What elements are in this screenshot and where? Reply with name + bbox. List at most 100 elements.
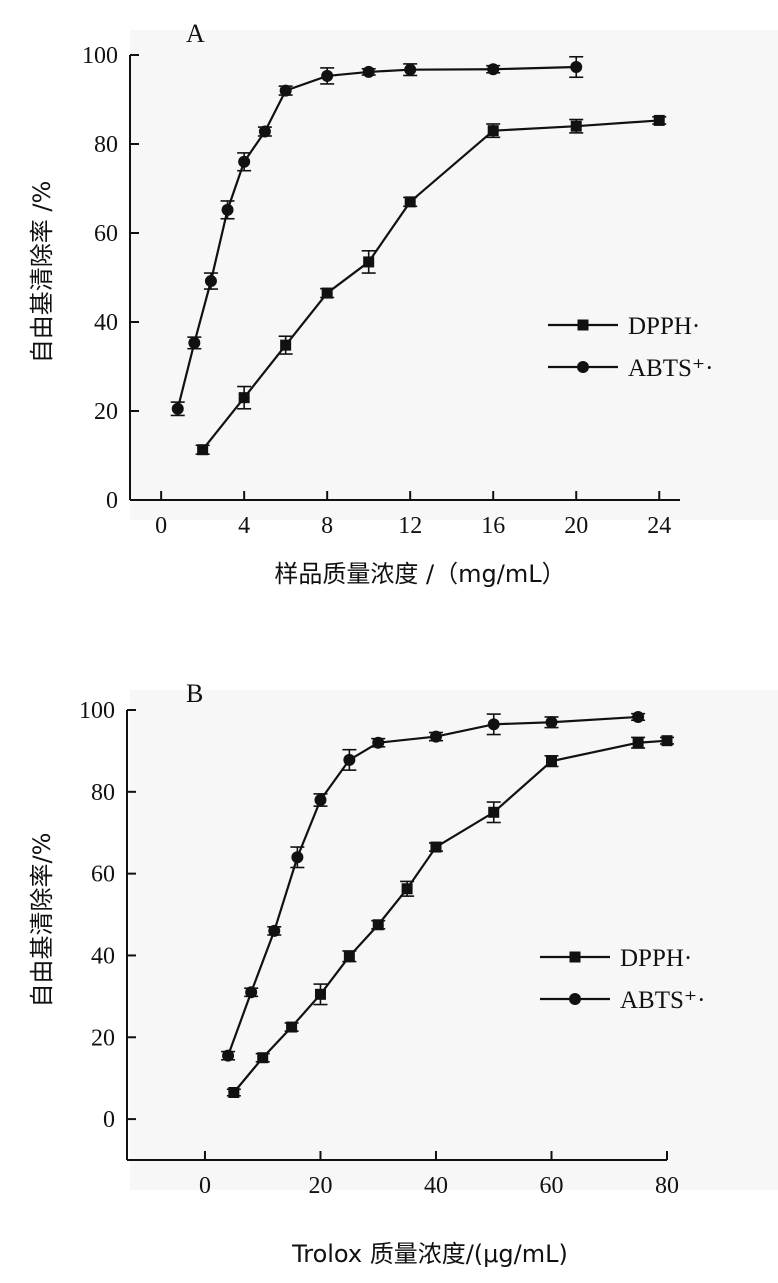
panel-b-y-tick-label: 80	[91, 780, 115, 806]
panel-a-x-axis-title: 样品质量浓度 /（mg/mL）	[274, 560, 565, 588]
panel-a-legend-marker	[577, 361, 589, 373]
panel-b-series-abts	[221, 710, 646, 1062]
panel-a-y-tick-label: 60	[94, 221, 118, 247]
panel-a-legend-label: ABTS⁺·	[628, 355, 713, 382]
panel-b-series-dpph	[226, 735, 674, 1098]
panel-a-y-tick-label: 20	[94, 399, 118, 425]
panel-a-x-tick-label: 24	[647, 513, 671, 539]
panel-b-data-point	[314, 794, 327, 806]
panel-b-data-point	[487, 718, 500, 731]
panel-b-legend-label: ABTS⁺·	[620, 987, 705, 1014]
panel-a-axes: 0 4 8 12 16 20 24 0 20 40 60 80 100	[82, 43, 680, 539]
panel-b-data-point	[429, 730, 442, 743]
panel-b-data-point	[401, 883, 413, 895]
panel-a-data-point	[280, 339, 292, 351]
panel-b-legend-item: ABTS⁺·	[540, 987, 705, 1014]
panel-a-legend: DPPH· ABTS⁺·	[548, 313, 713, 382]
panel-a-background	[130, 30, 778, 520]
panel-a-y-tick-label: 0	[106, 488, 118, 514]
panel-b-data-point	[343, 753, 356, 766]
panel-a-data-point	[321, 287, 333, 299]
panel-a-y-tick-label: 40	[94, 310, 118, 336]
panel-a-label: A	[186, 19, 205, 48]
panel-a-data-point	[321, 69, 334, 82]
panel-a: A 0 4 8 12 16 20 24 0 20 40 60 80 100 样品质量浓度 /（mg/mL…	[28, 19, 713, 588]
panel-b-legend-marker	[569, 993, 581, 1005]
panel-a-x-tick-label: 12	[398, 513, 422, 539]
panel-a-x-tick-label: 20	[564, 513, 588, 539]
panel-b-data-point	[245, 986, 258, 999]
panel-a-data-point	[362, 65, 375, 78]
panel-b-data-point	[545, 716, 558, 729]
panel-a-y-axis-title: 自由基清除率 /%	[28, 181, 56, 364]
panel-b: B 0 20 40 60 80 0 20 40 60 80 100 Trolox 质量浓度/(μg/…	[28, 679, 705, 1268]
panel-b-data-point	[291, 851, 304, 864]
panel-b-data-point	[488, 806, 500, 818]
panel-b-x-axis-title: Trolox 质量浓度/(μg/mL)	[291, 1240, 568, 1268]
panel-b-data-point	[661, 735, 673, 747]
panel-b-data-point	[286, 1021, 298, 1033]
panel-a-data-point	[487, 125, 499, 137]
panel-b-x-tick-label: 40	[424, 1173, 448, 1199]
panel-b-data-point	[228, 1087, 240, 1098]
panel-b-axes: 0 20 40 60 80 0 20 40 60 80 100	[79, 698, 679, 1199]
panel-a-data-point	[570, 120, 582, 132]
panel-a-data-point	[570, 61, 583, 74]
panel-b-data-point	[343, 950, 355, 962]
panel-a-series-abts	[170, 55, 584, 417]
panel-a-series	[170, 55, 667, 456]
panel-b-legend: DPPH· ABTS⁺·	[540, 945, 705, 1014]
panel-b-legend-item: DPPH·	[540, 945, 692, 972]
panel-b-y-axis-title: 自由基清除率/%	[28, 833, 56, 1008]
panel-a-x-tick-label: 0	[155, 513, 167, 539]
panel-a-y-tick-label: 100	[82, 43, 118, 69]
panel-b-data-point	[632, 710, 645, 723]
panel-a-x-tick-label: 16	[481, 513, 505, 539]
panel-a-data-point	[279, 84, 292, 97]
panel-b-x-tick-label: 0	[199, 1173, 211, 1199]
panel-a-data-point	[188, 336, 201, 349]
panel-b-data-point	[430, 841, 442, 853]
panel-a-data-point	[363, 256, 375, 268]
panel-b-y-tick-label: 60	[91, 862, 115, 888]
panel-b-x-tick-label: 20	[308, 1173, 332, 1199]
panel-b-data-point	[257, 1052, 269, 1064]
panel-b-data-point	[372, 736, 385, 749]
panel-b-legend-label: DPPH·	[620, 945, 692, 972]
panel-a-data-point	[238, 392, 250, 404]
panel-a-data-point	[487, 63, 500, 76]
panel-b-y-tick-label: 40	[91, 943, 115, 969]
panel-b-label: B	[186, 679, 203, 708]
panel-a-data-point	[204, 275, 217, 288]
panel-a-x-tick-label: 8	[321, 513, 333, 539]
panel-a-data-point	[171, 402, 184, 415]
panel-b-data-point	[372, 919, 384, 931]
panel-a-y-tick-label: 80	[94, 132, 118, 158]
panel-b-y-tick-label: 0	[103, 1107, 115, 1133]
panel-a-legend-item: DPPH·	[548, 313, 700, 340]
panel-a-legend-marker	[577, 319, 589, 331]
panel-a-data-point	[221, 203, 234, 216]
panel-b-data-point	[222, 1049, 235, 1062]
panel-a-data-point	[404, 196, 416, 208]
panel-b-data-point	[314, 988, 326, 1000]
panel-b-background	[130, 690, 778, 1190]
panel-a-series-line	[176, 65, 577, 410]
panel-a-legend-label: DPPH·	[628, 313, 700, 340]
panel-b-x-tick-label: 60	[539, 1173, 563, 1199]
panel-b-data-point	[632, 737, 644, 749]
panel-a-legend-item: ABTS⁺·	[548, 355, 713, 382]
panel-a-series-dpph	[195, 114, 667, 456]
panel-b-data-point	[545, 755, 557, 767]
panel-b-y-tick-label: 20	[91, 1025, 115, 1051]
panel-a-x-tick-label: 4	[238, 513, 250, 539]
panel-a-data-point	[238, 155, 251, 168]
panel-a-data-point	[404, 63, 417, 76]
panel-b-legend-marker	[569, 951, 581, 963]
panel-a-data-point	[653, 114, 665, 126]
panel-b-data-point	[268, 924, 281, 937]
panel-a-data-point	[258, 125, 271, 138]
panel-b-x-tick-label: 80	[655, 1173, 679, 1199]
panel-b-y-tick-label: 100	[79, 698, 115, 724]
